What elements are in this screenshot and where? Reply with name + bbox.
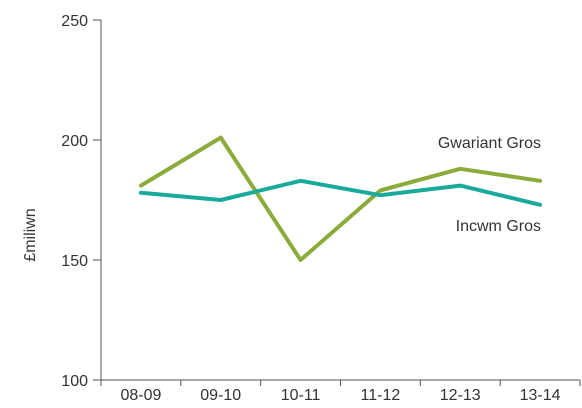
y-tick-label: 250 <box>61 13 88 30</box>
series-label-gwariant-gros: Gwariant Gros <box>438 135 541 152</box>
y-tick-label: 150 <box>61 253 88 270</box>
x-tick-label: 13-14 <box>520 387 561 403</box>
y-tick-label: 100 <box>61 373 88 390</box>
series-line-gwariant-gros <box>138 135 543 262</box>
x-axis-ticks: 08-09 09-10 10-11 11-12 12-13 13-14 <box>100 380 581 404</box>
axes <box>100 20 580 381</box>
series-labels: Gwariant Gros Incwm Gros <box>438 135 541 235</box>
x-tick-label: 08-09 <box>120 387 161 403</box>
x-tick-label: 12-13 <box>440 387 481 403</box>
x-tick-label: 09-10 <box>200 387 241 403</box>
y-tick-label: 200 <box>61 133 88 150</box>
y-axis-title: £miliwn <box>22 208 39 261</box>
series-line-incwm-gros <box>138 178 543 207</box>
x-tick-label: 11-12 <box>361 387 401 403</box>
y-axis-ticks: 100 150 200 250 <box>61 13 101 390</box>
series-label-incwm-gros: Incwm Gros <box>456 218 541 235</box>
series-lines <box>138 135 543 262</box>
x-tick-label: 10-11 <box>281 387 321 403</box>
